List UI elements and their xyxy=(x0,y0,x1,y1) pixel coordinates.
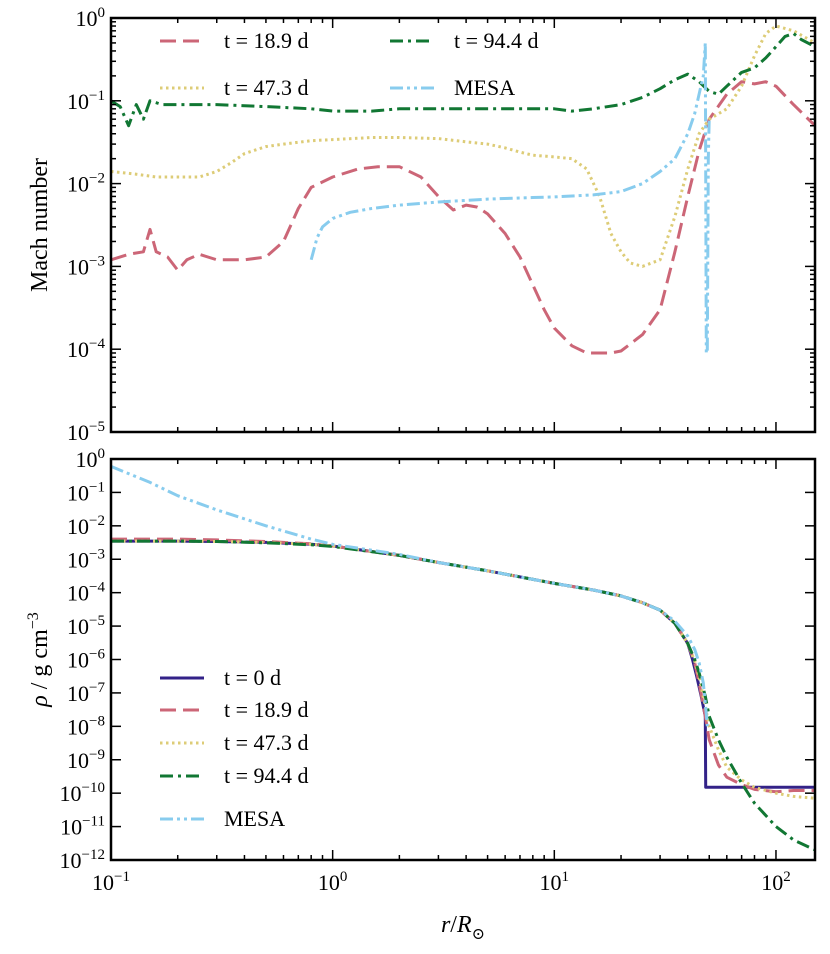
series-line-t-47-3-d xyxy=(111,24,815,268)
plot-area xyxy=(111,465,815,852)
x-axis-label: r/R⊙ xyxy=(441,912,485,943)
legend-label: t = 18.9 d xyxy=(224,28,309,53)
legend-entry: t = 18.9 d xyxy=(160,697,309,722)
y-tick-label: 10−5 xyxy=(67,613,105,639)
legend-entry: t = 0 d xyxy=(160,665,281,690)
legend-entry: t = 47.3 d xyxy=(160,75,309,100)
y-tick-label: 10−10 xyxy=(60,780,105,806)
axes-frame xyxy=(109,457,817,862)
legend-label: t = 47.3 d xyxy=(224,75,309,100)
y-tick-label: 10−3 xyxy=(67,253,105,279)
series-line-t-18-9-d xyxy=(111,537,815,794)
legend-label: t = 47.3 d xyxy=(224,730,309,755)
legend-label: t = 18.9 d xyxy=(224,697,309,722)
y-tick-label: 10−1 xyxy=(67,479,105,505)
legend-label: MESA xyxy=(224,806,285,831)
series-line-t-47-3-d xyxy=(111,539,815,800)
y-tick-label: 10−2 xyxy=(67,171,105,197)
legend-entry: t = 94.4 d xyxy=(390,28,539,53)
legend-entry: t = 94.4 d xyxy=(160,763,309,788)
y-tick-label: 10−7 xyxy=(67,680,105,706)
x-tick-label: 100 xyxy=(318,869,348,895)
y-tick-label: 10−3 xyxy=(67,546,105,572)
y-tick-label: 10−1 xyxy=(67,88,105,114)
y-tick-label: 100 xyxy=(76,5,106,31)
y-tick-label: 10−6 xyxy=(67,647,105,673)
y-axis-label: Mach number xyxy=(27,158,53,292)
x-tick-label: 102 xyxy=(761,869,791,895)
y-tick-label: 100 xyxy=(76,446,106,472)
legend-label: t = 0 d xyxy=(224,665,281,690)
axes-frame xyxy=(109,16,817,434)
legend-label: t = 94.4 d xyxy=(224,763,309,788)
y-tick-label: 10−2 xyxy=(67,513,105,539)
series-line-mesa xyxy=(309,41,711,355)
y-tick-label: 10−11 xyxy=(60,814,105,840)
y-tick-label: 10−12 xyxy=(60,847,105,873)
x-tick-label: 10−1 xyxy=(92,869,130,895)
legend-entry: MESA xyxy=(160,806,285,831)
series-line-t-18-9-d xyxy=(111,80,815,355)
plot-area xyxy=(111,24,815,355)
y-tick-label: 10−4 xyxy=(67,336,105,362)
y-tick-label: 10−4 xyxy=(67,580,105,606)
y-tick-label: 10−9 xyxy=(67,747,105,773)
legend-entry: t = 18.9 d xyxy=(160,28,309,53)
y-tick-label: 10−8 xyxy=(67,713,105,739)
density-panel: 10−1 100 101 102 100 10−1 10−2 10−3 10−4 10−5 10−6… xyxy=(25,446,817,943)
series-line-mesa xyxy=(111,465,709,727)
series-line-t-94-4-d xyxy=(111,539,815,852)
mach-panel: 100 10−1 10−2 10−3 10−4 10−5 Mach number t = 18… xyxy=(27,5,817,445)
legend-label: MESA xyxy=(454,75,515,100)
y-axis-label: ρ / g cm−3 xyxy=(25,612,53,708)
legend-entry: MESA xyxy=(390,75,515,100)
y-tick-label: 10−5 xyxy=(67,419,105,445)
legend-label: t = 94.4 d xyxy=(454,28,539,53)
legend-entry: t = 47.3 d xyxy=(160,730,309,755)
series-line-t-94-4-d xyxy=(111,32,815,128)
x-tick-label: 101 xyxy=(540,869,570,895)
series-line-t-0-d xyxy=(111,539,815,789)
